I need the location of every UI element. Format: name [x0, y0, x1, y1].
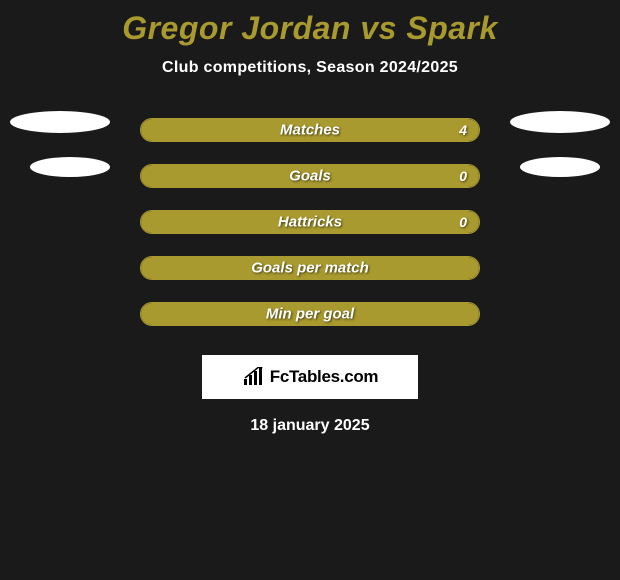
comparison-subtitle: Club competitions, Season 2024/2025: [0, 59, 620, 77]
stat-row: Goals 0: [0, 153, 620, 199]
stat-label: Matches: [280, 122, 340, 139]
stat-bar: Min per goal: [140, 302, 480, 326]
bar-chart-icon: [242, 367, 266, 387]
stat-bar: Hattricks 0: [140, 210, 480, 234]
stat-bar: Goals per match: [140, 256, 480, 280]
logo-text: FcTables.com: [270, 367, 379, 387]
stats-area: Matches 4 Goals 0 Hattricks 0 Goals per …: [0, 107, 620, 337]
stat-bar: Goals 0: [140, 164, 480, 188]
comparison-title: Gregor Jordan vs Spark: [0, 0, 620, 47]
stat-label: Hattricks: [278, 214, 342, 231]
fctables-logo[interactable]: FcTables.com: [202, 355, 418, 399]
stat-label: Goals per match: [251, 260, 369, 277]
comparison-date: 18 january 2025: [0, 417, 620, 435]
stat-label: Goals: [289, 168, 331, 185]
stat-value: 0: [459, 168, 467, 184]
stat-row: Goals per match: [0, 245, 620, 291]
stat-row: Hattricks 0: [0, 199, 620, 245]
stat-row: Min per goal: [0, 291, 620, 337]
stat-value: 4: [459, 122, 467, 138]
stat-label: Min per goal: [266, 306, 354, 323]
stat-row: Matches 4: [0, 107, 620, 153]
stat-value: 0: [459, 214, 467, 230]
stat-bar: Matches 4: [140, 118, 480, 142]
